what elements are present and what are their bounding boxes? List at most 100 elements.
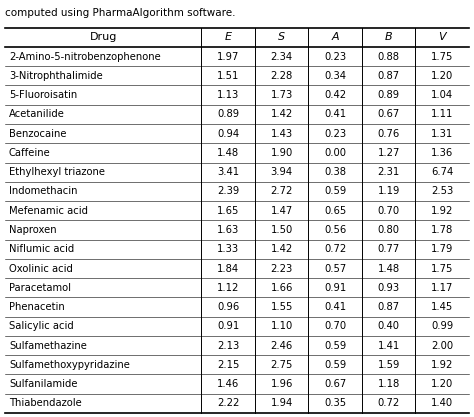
Text: 0.67: 0.67 (378, 109, 400, 119)
Text: S: S (278, 33, 285, 43)
Text: 1.10: 1.10 (271, 322, 293, 332)
Text: 0.80: 0.80 (378, 225, 400, 235)
Text: 0.77: 0.77 (378, 244, 400, 254)
Text: 0.23: 0.23 (324, 129, 346, 139)
Text: 0.59: 0.59 (324, 341, 346, 351)
Text: Ethylhexyl triazone: Ethylhexyl triazone (9, 167, 105, 177)
Text: 0.42: 0.42 (324, 90, 346, 100)
Text: 1.20: 1.20 (431, 379, 453, 389)
Text: 1.96: 1.96 (271, 379, 293, 389)
Text: 2.22: 2.22 (217, 398, 239, 408)
Text: 1.46: 1.46 (217, 379, 239, 389)
Text: 5-Fluoroisatin: 5-Fluoroisatin (9, 90, 77, 100)
Text: Mefenamic acid: Mefenamic acid (9, 206, 88, 216)
Text: Oxolinic acid: Oxolinic acid (9, 264, 73, 274)
Text: 1.11: 1.11 (431, 109, 454, 119)
Text: 1.50: 1.50 (271, 225, 293, 235)
Text: 1.47: 1.47 (271, 206, 293, 216)
Text: 1.42: 1.42 (271, 109, 293, 119)
Text: 2.72: 2.72 (271, 186, 293, 196)
Text: Thiabendazole: Thiabendazole (9, 398, 82, 408)
Text: Niflumic acid: Niflumic acid (9, 244, 74, 254)
Text: 3.41: 3.41 (217, 167, 239, 177)
Text: 0.89: 0.89 (378, 90, 400, 100)
Text: 1.17: 1.17 (431, 283, 454, 293)
Text: 1.18: 1.18 (378, 379, 400, 389)
Text: 1.92: 1.92 (431, 206, 454, 216)
Text: 1.75: 1.75 (431, 52, 454, 62)
Text: Sulfamethazine: Sulfamethazine (9, 341, 87, 351)
Text: 1.13: 1.13 (217, 90, 239, 100)
Text: 1.75: 1.75 (431, 264, 454, 274)
Text: 1.45: 1.45 (431, 302, 453, 312)
Text: 3-Nitrophthalimide: 3-Nitrophthalimide (9, 71, 103, 81)
Text: 1.51: 1.51 (217, 71, 239, 81)
Text: 0.87: 0.87 (378, 71, 400, 81)
Text: Salicylic acid: Salicylic acid (9, 322, 74, 332)
Text: 0.59: 0.59 (324, 360, 346, 370)
Text: 0.41: 0.41 (324, 109, 346, 119)
Text: 0.70: 0.70 (324, 322, 346, 332)
Text: Sulfanilamide: Sulfanilamide (9, 379, 78, 389)
Text: 0.00: 0.00 (324, 148, 346, 158)
Text: 0.35: 0.35 (324, 398, 346, 408)
Text: 1.12: 1.12 (217, 283, 239, 293)
Text: 0.59: 0.59 (324, 186, 346, 196)
Text: 0.41: 0.41 (324, 302, 346, 312)
Text: 3.94: 3.94 (271, 167, 292, 177)
Text: 1.94: 1.94 (271, 398, 293, 408)
Text: 0.38: 0.38 (324, 167, 346, 177)
Text: 1.48: 1.48 (217, 148, 239, 158)
Text: 2.53: 2.53 (431, 186, 453, 196)
Text: 0.88: 0.88 (378, 52, 400, 62)
Text: 2.39: 2.39 (217, 186, 239, 196)
Text: 2-Amino-5-nitrobenzophenone: 2-Amino-5-nitrobenzophenone (9, 52, 161, 62)
Text: 0.72: 0.72 (378, 398, 400, 408)
Text: Acetanilide: Acetanilide (9, 109, 65, 119)
Text: 0.96: 0.96 (217, 302, 239, 312)
Text: 1.48: 1.48 (378, 264, 400, 274)
Text: 1.41: 1.41 (378, 341, 400, 351)
Text: 2.46: 2.46 (271, 341, 293, 351)
Text: Phenacetin: Phenacetin (9, 302, 65, 312)
Text: 0.70: 0.70 (378, 206, 400, 216)
Text: 2.31: 2.31 (378, 167, 400, 177)
Text: 1.31: 1.31 (431, 129, 453, 139)
Text: 0.91: 0.91 (217, 322, 239, 332)
Text: 1.78: 1.78 (431, 225, 453, 235)
Text: 0.87: 0.87 (378, 302, 400, 312)
Text: 1.27: 1.27 (377, 148, 400, 158)
Text: 2.15: 2.15 (217, 360, 239, 370)
Text: 0.57: 0.57 (324, 264, 346, 274)
Text: 2.34: 2.34 (271, 52, 292, 62)
Text: 0.67: 0.67 (324, 379, 346, 389)
Text: 6.74: 6.74 (431, 167, 453, 177)
Text: 0.34: 0.34 (324, 71, 346, 81)
Text: 1.20: 1.20 (431, 71, 453, 81)
Text: 2.28: 2.28 (271, 71, 293, 81)
Text: 1.43: 1.43 (271, 129, 292, 139)
Text: 2.00: 2.00 (431, 341, 453, 351)
Text: 1.42: 1.42 (271, 244, 293, 254)
Text: 0.99: 0.99 (431, 322, 453, 332)
Text: Paracetamol: Paracetamol (9, 283, 71, 293)
Text: 0.91: 0.91 (324, 283, 346, 293)
Text: Naproxen: Naproxen (9, 225, 56, 235)
Text: 1.73: 1.73 (271, 90, 293, 100)
Text: V: V (438, 33, 446, 43)
Text: 1.92: 1.92 (431, 360, 454, 370)
Text: 1.97: 1.97 (217, 52, 239, 62)
Text: 0.89: 0.89 (217, 109, 239, 119)
Text: 1.90: 1.90 (271, 148, 293, 158)
Text: Caffeine: Caffeine (9, 148, 51, 158)
Text: 0.94: 0.94 (217, 129, 239, 139)
Text: 0.40: 0.40 (378, 322, 400, 332)
Text: E: E (225, 33, 232, 43)
Text: 1.59: 1.59 (377, 360, 400, 370)
Text: 2.75: 2.75 (271, 360, 293, 370)
Text: 2.23: 2.23 (271, 264, 293, 274)
Text: 1.36: 1.36 (431, 148, 453, 158)
Text: 1.33: 1.33 (217, 244, 239, 254)
Text: Sulfamethoxypyridazine: Sulfamethoxypyridazine (9, 360, 130, 370)
Text: 1.40: 1.40 (431, 398, 453, 408)
